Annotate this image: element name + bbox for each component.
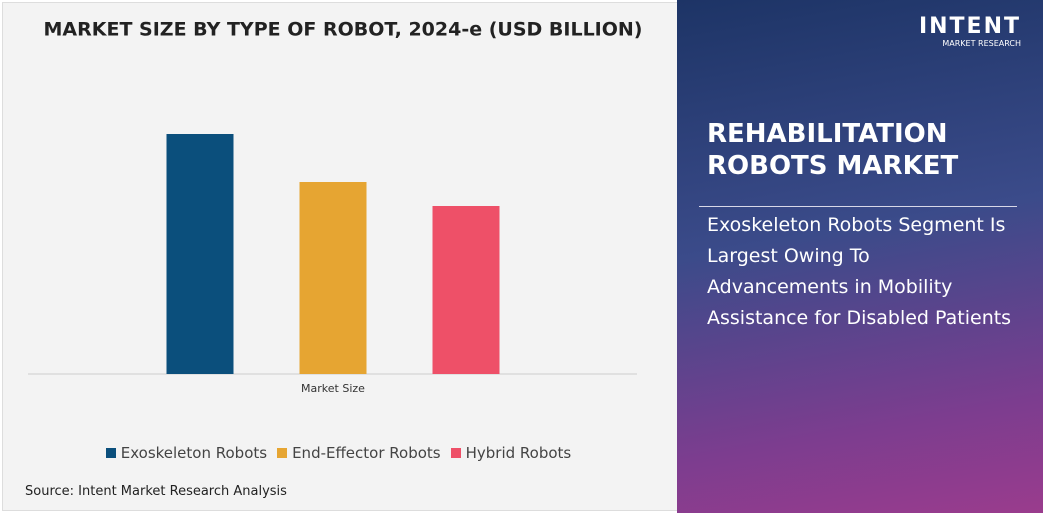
legend-item: Hybrid Robots — [450, 444, 572, 462]
panel-text: Exoskeleton Robots Segment Is Largest Ow… — [707, 214, 1012, 329]
bar — [432, 206, 500, 374]
chart-title: MARKET SIZE BY TYPE OF ROBOT, 2024-e (US… — [44, 19, 643, 41]
divider — [699, 206, 1017, 207]
x-tick-label: Market Size — [301, 382, 365, 395]
panel-title: REHABILITATION ROBOTS MARKET — [707, 119, 959, 181]
bar — [299, 182, 367, 374]
legend-item: End-Effector Robots — [277, 444, 441, 462]
legend-label: Exoskeleton Robots — [120, 444, 268, 462]
legend-swatch — [277, 448, 288, 458]
chart: MARKET SIZE BY TYPE OF ROBOT, 2024-e (US… — [28, 19, 643, 395]
legend-label: End-Effector Robots — [292, 444, 441, 462]
logo: INTENT MARKET RESEARCH — [919, 14, 1021, 48]
legend-item: Exoskeleton Robots — [105, 444, 268, 462]
legend-swatch — [105, 448, 116, 458]
legend-swatch — [450, 448, 461, 458]
logo-tagline: MARKET RESEARCH — [942, 39, 1021, 48]
logo-name: INTENT — [918, 14, 1021, 39]
info-panel: INTENT MARKET RESEARCH REHABILITATION RO… — [677, 0, 1043, 513]
legend: Exoskeleton Robots End-Effector Robots Hyb… — [0, 444, 677, 462]
legend-label: Hybrid Robots — [465, 444, 572, 462]
bar — [166, 134, 234, 374]
source: Source: Intent Market Research Analysis — [25, 484, 287, 499]
